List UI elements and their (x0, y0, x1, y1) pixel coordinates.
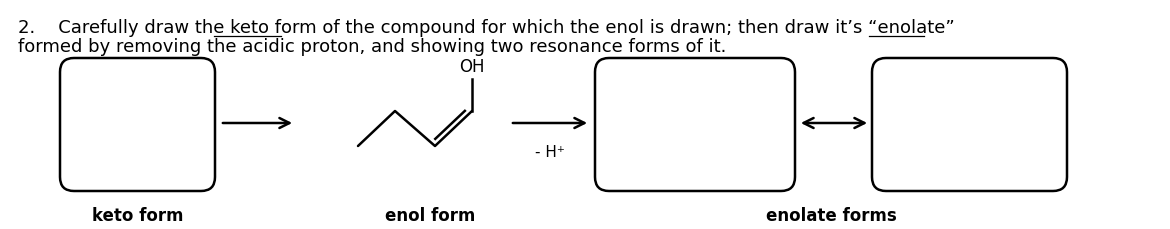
FancyBboxPatch shape (596, 58, 794, 191)
Text: OH: OH (460, 58, 484, 76)
FancyBboxPatch shape (872, 58, 1067, 191)
Text: formed by removing the acidic proton, and showing two resonance forms of it.: formed by removing the acidic proton, an… (18, 38, 727, 56)
Text: keto form: keto form (91, 207, 184, 225)
Text: enol form: enol form (385, 207, 475, 225)
FancyBboxPatch shape (60, 58, 215, 191)
Text: enolate forms: enolate forms (765, 207, 896, 225)
Text: 2.    Carefully draw the keto form of the compound for which the enol is drawn; : 2. Carefully draw the keto form of the c… (18, 19, 955, 37)
Text: - H⁺: - H⁺ (535, 145, 565, 160)
